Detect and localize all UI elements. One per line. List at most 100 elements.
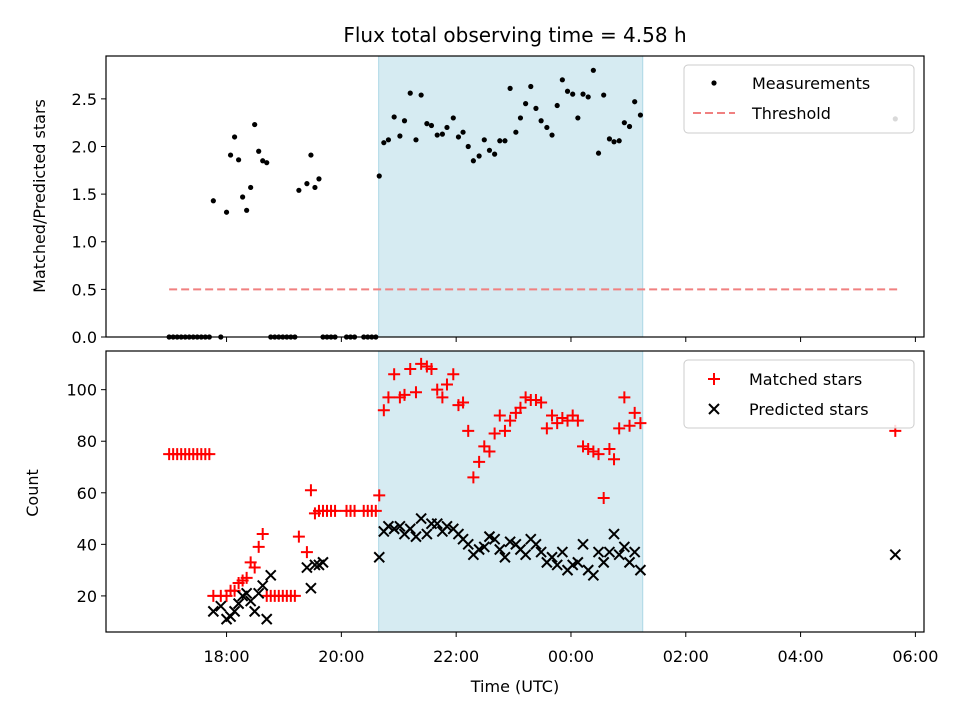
matched-star-point xyxy=(436,391,449,404)
measurement-point xyxy=(316,176,322,182)
x-tick-label: 02:00 xyxy=(663,647,709,666)
ratio-legend: Measurements Threshold xyxy=(683,64,915,134)
matched-star-point xyxy=(623,419,636,432)
x-tick-label: 04:00 xyxy=(778,647,824,666)
matched-star-point xyxy=(425,363,438,376)
measurement-point xyxy=(621,120,627,126)
matched-star-point xyxy=(608,453,621,466)
measurement-point xyxy=(264,160,270,166)
x-tick-label: 00:00 xyxy=(548,647,594,666)
predicted-star-point xyxy=(373,551,385,563)
matched-star-point xyxy=(388,368,401,381)
observing-window-band-top xyxy=(378,55,644,338)
matched-star-point xyxy=(292,530,305,543)
ratio-y-tick-label: 0.0 xyxy=(72,328,97,347)
legend-matched-marker xyxy=(708,373,720,385)
measurement-point xyxy=(308,152,314,158)
measurement-point xyxy=(450,115,456,121)
counts-x-axis: 18:00 20:00 22:00 00:00 02:00 04:00 06:00 xyxy=(203,632,938,666)
predicted-star-point xyxy=(613,548,625,561)
predicted-star-point xyxy=(248,605,261,618)
measurement-point xyxy=(444,124,450,131)
measurement-point xyxy=(486,147,493,153)
measurement-point xyxy=(549,132,555,138)
counts-legend: Matched stars Predicted stars xyxy=(683,359,915,429)
measurement-point xyxy=(455,134,462,140)
measurement-point xyxy=(397,133,403,139)
legend-measurement-marker xyxy=(711,80,717,86)
predicted-star-point xyxy=(441,520,453,533)
predicted-star-point xyxy=(431,518,443,530)
measurement-point xyxy=(606,136,613,142)
measurement-point xyxy=(538,118,544,124)
matched-star-point xyxy=(369,504,382,517)
counts-y-tick-label: 20 xyxy=(77,587,97,606)
measurement-points xyxy=(166,67,898,340)
matched-star-point xyxy=(382,391,395,404)
measurement-point xyxy=(312,184,318,191)
measurement-point xyxy=(476,153,482,159)
predicted-star-point xyxy=(394,520,406,533)
predicted-star-point xyxy=(404,523,416,535)
observing-window-band-bottom xyxy=(378,350,644,633)
matched-star-point xyxy=(546,409,559,422)
measurement-point xyxy=(296,187,302,193)
counts-y-tick-label: 80 xyxy=(77,432,97,451)
matched-star-point xyxy=(551,417,564,430)
measurement-point xyxy=(601,92,607,98)
measurement-point xyxy=(626,123,633,130)
predicted-star-point xyxy=(551,559,563,571)
measurement-point xyxy=(595,150,602,156)
matched-star-point xyxy=(398,388,411,401)
measurement-point xyxy=(428,122,435,129)
matched-star-point xyxy=(373,489,386,502)
measurement-point xyxy=(434,132,440,138)
predicted-star-point xyxy=(240,587,253,600)
measurement-point xyxy=(385,137,392,143)
matched-star-point xyxy=(504,414,517,427)
predicted-star-point xyxy=(530,538,542,551)
matched-star-point xyxy=(377,404,390,417)
predicted-star-point xyxy=(592,546,605,558)
counts-y-axis: 20 40 60 80 100 xyxy=(66,381,106,606)
matched-star-point xyxy=(462,424,475,437)
predicted-star-point xyxy=(265,569,277,581)
predicted-star-point xyxy=(462,538,474,551)
measurement-point xyxy=(240,194,246,200)
measurement-point xyxy=(465,143,471,150)
measurement-point xyxy=(248,184,254,191)
measurement-point xyxy=(564,88,571,94)
measurement-point xyxy=(554,102,560,109)
measurement-point xyxy=(256,148,262,154)
x-tick-label: 18:00 xyxy=(203,647,249,666)
predicted-star-point xyxy=(519,548,532,561)
predicted-star-point xyxy=(499,551,511,563)
matched-star-point xyxy=(618,391,631,404)
matched-star-point xyxy=(240,571,253,584)
predicted-star-point xyxy=(309,559,321,571)
predicted-star-point xyxy=(410,530,422,543)
matched-star-point xyxy=(514,401,527,414)
predicted-star-point xyxy=(421,528,433,540)
predicted-star-point xyxy=(488,533,501,545)
predicted-star-point xyxy=(587,569,600,581)
measurement-point xyxy=(304,181,310,187)
matched-star-point xyxy=(587,445,600,458)
counts-y-label: Count xyxy=(23,469,42,517)
matched-star-point xyxy=(409,386,422,399)
matched-star-point xyxy=(613,422,626,435)
chart-title: Flux total observing time = 4.58 h xyxy=(343,23,686,47)
predicted-star-point xyxy=(305,582,317,594)
ratio-x-ticks xyxy=(226,337,916,342)
predicted-star-point xyxy=(889,548,902,561)
predicted-star-point xyxy=(634,564,647,576)
x-tick-label: 06:00 xyxy=(892,647,938,666)
predicted-star-point xyxy=(577,538,589,551)
ratio-legend-box xyxy=(683,64,915,134)
measurement-point xyxy=(523,101,529,107)
ratio-y-tick-label: 2.0 xyxy=(72,137,97,156)
matched-star-point xyxy=(415,357,428,370)
matched-star-point xyxy=(582,442,595,455)
measurement-point xyxy=(381,140,387,146)
